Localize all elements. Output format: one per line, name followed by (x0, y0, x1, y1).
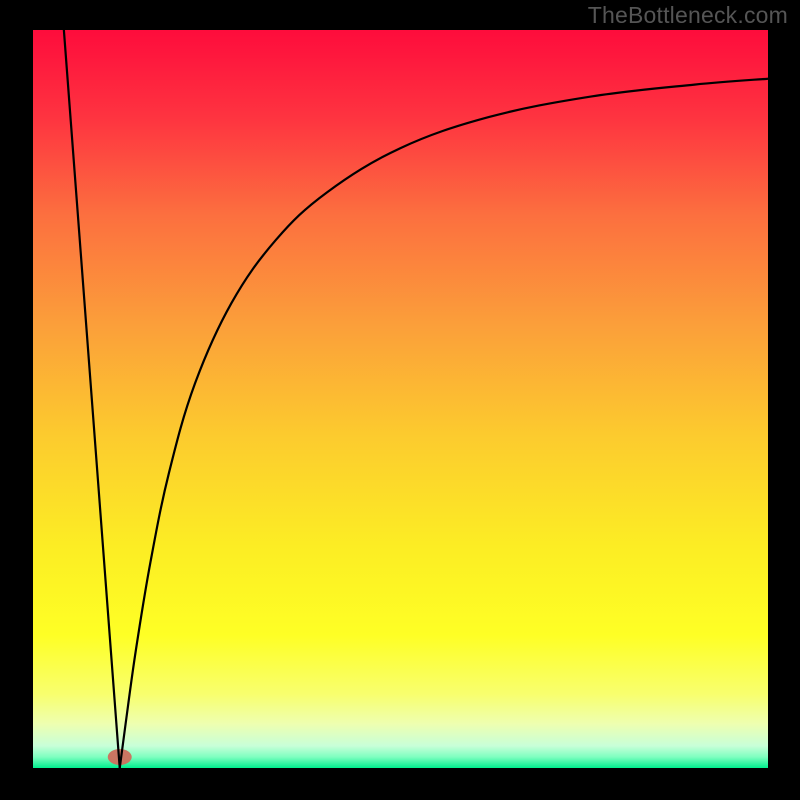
chart-svg (33, 30, 768, 768)
plot-area (33, 30, 768, 768)
chart-frame: TheBottleneck.com (0, 0, 800, 800)
watermark-text: TheBottleneck.com (588, 2, 788, 29)
gradient-background (33, 30, 768, 768)
